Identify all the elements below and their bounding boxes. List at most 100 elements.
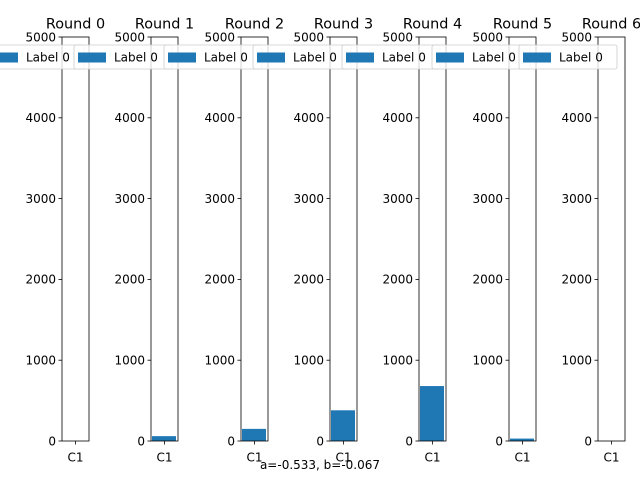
legend-4: Label 0 (341, 44, 441, 70)
bar-1-0 (152, 436, 176, 441)
y-tick-label: 2000 (472, 273, 503, 287)
y-tick-label: 1000 (293, 354, 324, 368)
panel-title: Round 5 (493, 17, 552, 33)
legend-label: Label 0 (114, 51, 158, 65)
x-tick-label: C1 (514, 451, 530, 465)
y-tick-label: 5000 (382, 30, 413, 44)
legend-swatch (436, 52, 464, 63)
y-tick-label: 4000 (114, 111, 145, 125)
y-tick-label: 5000 (204, 30, 235, 44)
panel-1: 0 1000 2000 3000 4000 5000 C1 Round 1 (114, 17, 194, 465)
x-tick-label: C1 (603, 451, 619, 465)
y-tick-label: 0 (405, 434, 413, 448)
axes-frame (329, 36, 358, 442)
panel-4: 0 1000 2000 3000 4000 5000 C1 Round 4 (382, 17, 462, 465)
y-tick-label: 0 (584, 434, 592, 448)
y-tick-label: 5000 (114, 30, 145, 44)
y-tick-label: 1000 (25, 354, 56, 368)
y-tick-label: 3000 (114, 192, 145, 206)
legend-1: Label 0 (73, 44, 173, 70)
legend-label: Label 0 (26, 51, 70, 65)
y-tick-label: 3000 (204, 192, 235, 206)
y-tick-label: 3000 (561, 192, 592, 206)
x-tick-label: C1 (335, 451, 351, 465)
axes-frame (508, 36, 537, 442)
y-tick-label: 4000 (204, 111, 235, 125)
x-tick-label: C1 (246, 451, 262, 465)
y-tick-label: 4000 (25, 111, 56, 125)
y-tick-label: 5000 (25, 30, 56, 44)
panel-6: 0 1000 2000 3000 4000 5000 C1 Round 6 (561, 17, 640, 465)
y-tick-label: 3000 (472, 192, 503, 206)
x-tick-label: C1 (67, 451, 83, 465)
bar-4-0 (420, 386, 444, 441)
y-tick-label: 4000 (382, 111, 413, 125)
panel-title: Round 2 (225, 17, 284, 33)
legend-2: Label 0 (163, 44, 263, 70)
legend-swatch (257, 52, 285, 63)
panel-title: Round 4 (403, 17, 462, 33)
y-tick-label: 1000 (561, 354, 592, 368)
legend-0: Label 0 (0, 44, 85, 70)
panel-title: Round 0 (46, 17, 105, 33)
y-tick-label: 5000 (472, 30, 503, 44)
y-tick-label: 0 (137, 434, 145, 448)
y-tick-label: 2000 (561, 273, 592, 287)
bar-5-0 (510, 438, 534, 441)
panels: 0 1000 2000 3000 4000 5000 C1 Round 0 0 1000 2000 3… (0, 17, 640, 465)
panel-5: 0 1000 2000 3000 4000 5000 C1 Round 5 (472, 17, 552, 465)
bar-2-0 (242, 428, 266, 441)
panel-title: Round 6 (582, 17, 640, 33)
panel-0: 0 1000 2000 3000 4000 5000 C1 Round 0 (25, 17, 105, 465)
x-tick-label: C1 (156, 451, 172, 465)
legend-label: Label 0 (293, 51, 337, 65)
legend-5: Label 0 (431, 44, 531, 70)
y-tick-label: 1000 (114, 354, 145, 368)
y-tick-label: 4000 (293, 111, 324, 125)
figure-caption: a=-0.533, b=-0.067 (260, 458, 380, 472)
panel-title: Round 1 (135, 17, 194, 33)
legend-swatch (0, 52, 18, 63)
legend-swatch (523, 52, 551, 63)
y-tick-label: 4000 (472, 111, 503, 125)
legend-label: Label 0 (382, 51, 426, 65)
legend-label: Label 0 (204, 51, 248, 65)
y-tick-label: 1000 (382, 354, 413, 368)
legend-swatch (346, 52, 374, 63)
y-tick-label: 2000 (204, 273, 235, 287)
y-tick-label: 1000 (472, 354, 503, 368)
y-tick-label: 0 (495, 434, 503, 448)
legend-swatch (78, 52, 106, 63)
x-tick-label: C1 (424, 451, 440, 465)
y-tick-label: 0 (227, 434, 235, 448)
y-tick-label: 2000 (25, 273, 56, 287)
axes-frame (240, 36, 269, 442)
axes-frame (150, 36, 179, 442)
legend-swatch (168, 52, 196, 63)
legend-3: Label 0 (252, 44, 352, 70)
y-tick-label: 2000 (114, 273, 145, 287)
y-tick-label: 3000 (382, 192, 413, 206)
y-tick-label: 2000 (293, 273, 324, 287)
y-tick-label: 2000 (382, 273, 413, 287)
legend-label: Label 0 (472, 51, 516, 65)
panel-title: Round 3 (314, 17, 373, 33)
y-tick-label: 0 (48, 434, 56, 448)
panel-3: 0 1000 2000 3000 4000 5000 C1 Round 3 (293, 17, 373, 465)
y-tick-label: 4000 (561, 111, 592, 125)
y-tick-label: 3000 (293, 192, 324, 206)
y-tick-label: 5000 (293, 30, 324, 44)
y-tick-label: 5000 (561, 30, 592, 44)
legend-label: Label 0 (559, 51, 603, 65)
panel-2: 0 1000 2000 3000 4000 5000 C1 Round 2 (204, 17, 284, 465)
axes-frame (418, 36, 447, 442)
axes-frame (61, 36, 90, 442)
legend-6: Label 0 (518, 44, 618, 70)
y-tick-label: 0 (316, 434, 324, 448)
axes-frame (597, 36, 626, 442)
bar-3-0 (331, 410, 355, 441)
y-tick-label: 1000 (204, 354, 235, 368)
legend-box (518, 44, 618, 70)
y-tick-label: 3000 (25, 192, 56, 206)
